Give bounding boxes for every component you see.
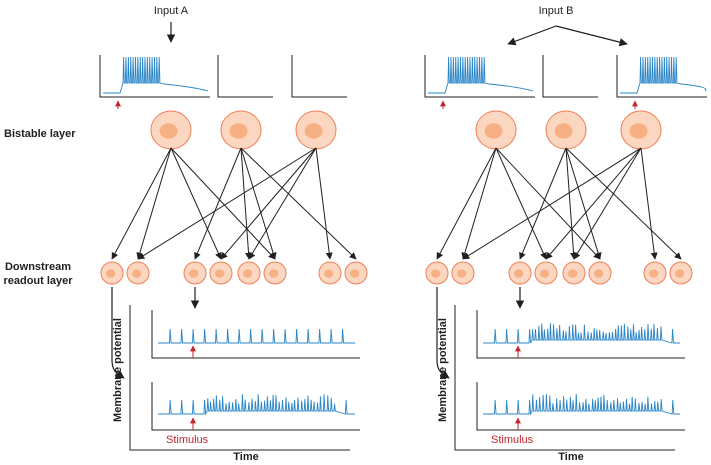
- readout-neuron: [534, 261, 558, 285]
- bistable-neuron: [620, 110, 662, 150]
- connection-arrow: [565, 147, 602, 260]
- bistable-cells: [150, 110, 337, 150]
- readout-neuron: [183, 261, 207, 285]
- connection-arrow: [495, 147, 601, 260]
- connection-arrow: [565, 147, 682, 260]
- readout-neuron: [209, 261, 233, 285]
- connection-arrow: [248, 147, 317, 260]
- time-axis-label: Time: [233, 451, 258, 463]
- bistable-trace-axes: [291, 55, 347, 98]
- connection-arrow: [220, 147, 317, 260]
- bistable-neuron: [150, 110, 192, 150]
- bistable-neuron: [475, 110, 517, 150]
- connection-arrow: [573, 147, 642, 260]
- readout-trace-top: [483, 323, 680, 344]
- bistable-trace-axes: [616, 55, 707, 109]
- readout-neuron: [126, 261, 150, 285]
- readout-neuron: [451, 261, 475, 285]
- connection-arrow: [111, 147, 172, 260]
- bistable-burst-trace: [103, 56, 209, 94]
- stimulus-label: Stimulus: [491, 434, 534, 446]
- readout-cells: [425, 261, 693, 285]
- connection-arrow: [495, 147, 547, 260]
- connection-arrow: [519, 147, 567, 260]
- input-b-arrow-left: [507, 25, 557, 46]
- readout-neuron: [643, 261, 667, 285]
- input-b-label: Input B: [539, 5, 574, 17]
- connection-arrow: [240, 147, 277, 260]
- readout-neuron: [562, 261, 586, 285]
- bistable-neuron: [545, 110, 587, 150]
- connection-arrow: [462, 147, 642, 260]
- membrane-potential-label: Membrane potential: [112, 318, 124, 422]
- downstream-label-line2: readout layer: [3, 275, 73, 287]
- membrane-potential-label: Membrane potential: [437, 318, 449, 422]
- readout-neuron: [344, 261, 368, 285]
- connection-arrow: [170, 147, 276, 260]
- stimulus-label: Stimulus: [166, 434, 209, 446]
- bistable-trace-axes: [217, 55, 273, 98]
- membrane-potential-axes: [129, 305, 360, 451]
- connection-arrow: [194, 147, 242, 260]
- connection-arrows: [436, 147, 682, 260]
- readout-neuron: [318, 261, 342, 285]
- bistable-burst-trace: [620, 56, 707, 94]
- input-a-label: Input A: [154, 5, 189, 17]
- connection-arrow: [170, 147, 222, 260]
- readout-neuron: [669, 261, 693, 285]
- readout-cells: [100, 261, 368, 285]
- connection-arrow: [545, 147, 642, 260]
- bistable-trace-axes: [542, 55, 598, 98]
- bistable-neuron: [295, 110, 337, 150]
- readout-plots: Stimulus Time Membrane potential: [111, 287, 360, 463]
- readout-neuron: [263, 261, 287, 285]
- panel-input-b: Input B Stimulus Time Membrane potential: [424, 5, 707, 463]
- connection-arrow: [315, 147, 333, 260]
- readout-neuron: [100, 261, 124, 285]
- connection-arrow: [436, 147, 497, 260]
- bistable-burst-trace: [428, 56, 534, 94]
- membrane-potential-axes: [454, 305, 685, 451]
- connection-arrow: [240, 147, 357, 260]
- readout-plots: Stimulus Time Membrane potential: [436, 287, 685, 463]
- connection-arrows: [111, 147, 357, 260]
- connection-arrow: [240, 147, 253, 260]
- time-axis-label: Time: [558, 451, 583, 463]
- readout-neuron: [425, 261, 449, 285]
- bistable-trace-axes: [424, 55, 535, 109]
- bistable-traces: [424, 55, 707, 109]
- readout-trace-bottom: [483, 394, 680, 416]
- panel-input-a: Input A Stimulus Time Membrane potential: [99, 5, 368, 463]
- downstream-label-line1: Downstream: [5, 261, 71, 273]
- readout-trace-bottom: [158, 394, 355, 416]
- readout-neuron: [588, 261, 612, 285]
- readout-neuron: [508, 261, 532, 285]
- connection-arrow: [461, 147, 497, 260]
- connection-arrow: [565, 147, 578, 260]
- bistable-trace-axes: [99, 55, 210, 109]
- connection-arrow: [137, 147, 317, 260]
- connection-arrow: [640, 147, 658, 260]
- readout-to-plot-arrow: [436, 287, 450, 379]
- readout-to-plot-arrow: [111, 287, 125, 379]
- input-b-arrow-right: [555, 25, 628, 47]
- readout-trace-top: [158, 328, 355, 344]
- bistable-traces: [99, 55, 347, 109]
- bistable-layer-label: Bistable layer: [4, 128, 76, 140]
- bistable-neuron: [220, 110, 262, 150]
- readout-neuron: [237, 261, 261, 285]
- connection-arrow: [136, 147, 172, 260]
- bistable-cells: [475, 110, 662, 150]
